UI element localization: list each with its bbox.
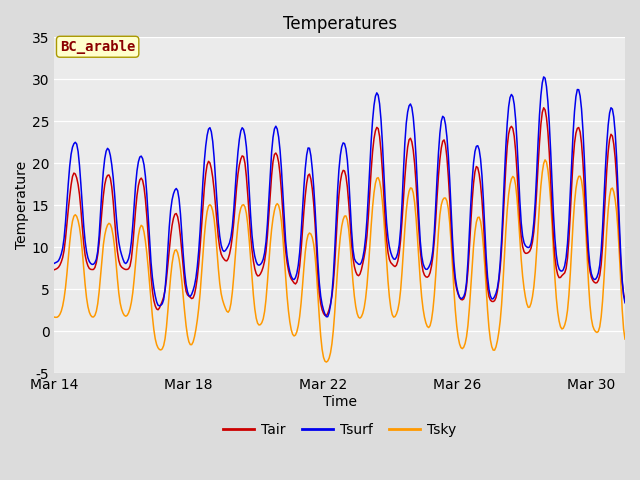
- Y-axis label: Temperature: Temperature: [15, 161, 29, 249]
- Title: Temperatures: Temperatures: [283, 15, 397, 33]
- Legend: Tair, Tsurf, Tsky: Tair, Tsurf, Tsky: [218, 417, 461, 442]
- Text: BC_arable: BC_arable: [60, 40, 135, 54]
- X-axis label: Time: Time: [323, 395, 356, 409]
